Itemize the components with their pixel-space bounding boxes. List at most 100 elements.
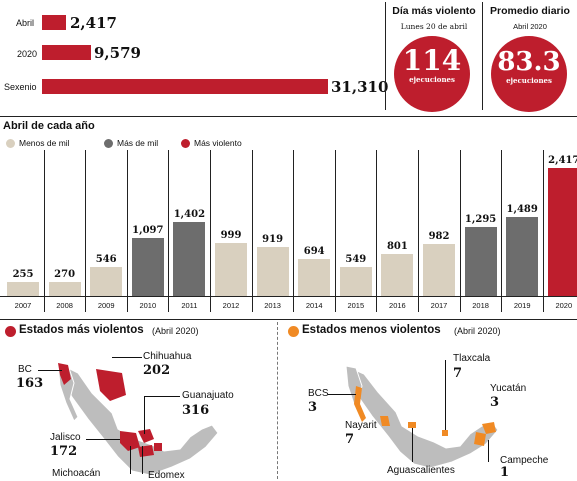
state-value-jalisco: 172 (50, 444, 78, 459)
daily-average-value: 83.3 (497, 47, 561, 77)
state-label-chihuahua: Chihuahua (143, 351, 192, 362)
bar-value-label: 982 (428, 231, 450, 242)
violent-day-subtitle: Lunes 20 de abril (400, 22, 468, 31)
state-value-bc: 163 (16, 376, 44, 391)
legend-swatch (104, 139, 113, 149)
bar-2018 (464, 227, 497, 296)
bar-2019 (506, 217, 539, 296)
legend-swatch (6, 139, 15, 149)
year-tick-label: 2020 (555, 301, 573, 310)
mexico-mainland (57, 362, 219, 476)
bar-value-label: 549 (345, 254, 367, 265)
divider (385, 2, 386, 110)
divider (0, 116, 577, 117)
state-label-bc: BC (18, 364, 32, 375)
bar-value-label: 1,097 (132, 225, 164, 236)
leader-line (142, 446, 143, 474)
column-separator (542, 150, 544, 312)
leader-line (86, 439, 120, 440)
column-separator (43, 150, 45, 312)
column-separator (126, 150, 128, 312)
violent-day-unit: ejecuciones (409, 75, 455, 84)
legend-item-mas: Más de mil (104, 138, 158, 149)
legend-label: Menos de mil (19, 138, 70, 148)
state-yucatan (482, 422, 496, 434)
summary-bar-sexenio (42, 79, 328, 94)
summary-label-2020: 2020 (17, 49, 38, 59)
bar-value-label: 546 (95, 254, 117, 265)
state-label-bcs: BCS (308, 388, 329, 399)
x-axis (0, 296, 577, 297)
column-separator (293, 150, 295, 312)
least-violent-title: Estados menos violentos (302, 324, 441, 336)
state-label-aguascalientes: Aguascalientes (387, 465, 455, 476)
state-value-chihuahua: 202 (143, 363, 171, 378)
bar-2014 (298, 259, 331, 296)
chart-title: Abril de cada año (3, 120, 95, 132)
state-edomex (154, 443, 162, 451)
leader-line (144, 396, 145, 434)
divider (482, 2, 483, 110)
state-michoacan (138, 445, 154, 457)
year-tick-label: 2007 (14, 301, 32, 310)
column-separator (418, 150, 419, 312)
year-tick-label: 2015 (347, 301, 365, 310)
year-tick-label: 2008 (56, 301, 73, 310)
bar-2008 (48, 282, 81, 296)
leader-line (328, 394, 356, 395)
bar-2017 (423, 244, 455, 296)
bar-2007 (7, 282, 39, 296)
state-label-michoacan: Michoacán (52, 468, 101, 479)
leader-line (112, 357, 142, 358)
divider (277, 322, 279, 479)
state-guanajuato (138, 429, 154, 443)
bar-2009 (90, 267, 123, 296)
column-separator (85, 150, 87, 312)
most-violent-dot (5, 326, 16, 337)
bar-2020 (547, 168, 577, 296)
year-tick-label: 2009 (97, 301, 115, 310)
column-separator (334, 150, 336, 312)
bar-2010 (131, 238, 164, 296)
bar-2013 (256, 247, 289, 296)
bar-2016 (381, 254, 414, 296)
year-tick-label: 2013 (264, 301, 281, 310)
year-tick-label: 2010 (139, 301, 157, 310)
state-nayarit (380, 416, 390, 426)
divider (0, 319, 577, 320)
bar-value-label: 1,489 (506, 204, 538, 215)
summary-value-sexenio: 31,310 (331, 78, 389, 96)
legend-item-menos: Menos de mil (6, 138, 70, 149)
state-label-yucatan: Yucatán (490, 383, 527, 394)
bar-value-label: 999 (220, 230, 242, 241)
state-campeche (474, 432, 486, 446)
mexico-mainland (345, 365, 499, 469)
state-label-campeche: Campeche (500, 455, 549, 466)
bar-2011 (173, 222, 206, 296)
state-label-guanajuato: Guanajuato (182, 390, 234, 401)
daily-average-unit: ejecuciones (506, 76, 552, 85)
daily-average-title: Promedio diario (490, 5, 570, 17)
state-jalisco (120, 431, 140, 451)
state-label-nayarit: Nayarit (345, 420, 377, 431)
year-tick-label: 2018 (472, 301, 489, 310)
daily-average-subtitle: Abril 2020 (513, 22, 547, 31)
state-value-nayarit: 7 (345, 432, 355, 447)
column-separator (210, 150, 211, 312)
state-value-guanajuato: 316 (182, 403, 210, 418)
state-label-tlaxcala: Tlaxcala (453, 353, 491, 364)
year-tick-label: 2017 (430, 301, 448, 310)
state-chihuahua (96, 369, 126, 401)
column-separator (459, 150, 461, 312)
violent-day-title: Día más violento (392, 5, 476, 17)
state-value-campeche: 1 (500, 465, 510, 480)
state-aguascalientes (408, 422, 416, 428)
legend-label: Más violento (194, 138, 242, 148)
state-label-jalisco: Jalisco (50, 432, 81, 443)
state-label-edomex: Edomex (148, 470, 185, 481)
daily-average-circle: 83.3 ejecuciones (491, 36, 567, 112)
year-tick-label: 2012 (222, 301, 240, 310)
violent-day-circle: 114 ejecuciones (394, 36, 470, 112)
mexico-map-least (345, 365, 499, 469)
state-bcs (354, 386, 366, 422)
